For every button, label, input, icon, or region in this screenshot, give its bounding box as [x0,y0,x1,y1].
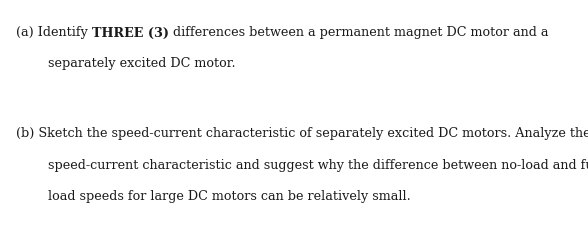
Text: load speeds for large DC motors can be relatively small.: load speeds for large DC motors can be r… [48,190,411,203]
Text: differences between a permanent magnet DC motor and a: differences between a permanent magnet D… [169,26,549,40]
Text: speed-current characteristic and suggest why the difference between no-load and : speed-current characteristic and suggest… [48,159,588,172]
Text: (b) Sketch the speed-current characteristic of separately excited DC motors. Ana: (b) Sketch the speed-current characteris… [16,127,588,140]
Text: separately excited DC motor.: separately excited DC motor. [48,57,236,70]
Text: (a) Identify: (a) Identify [16,26,92,40]
Text: THREE (3): THREE (3) [92,26,169,40]
